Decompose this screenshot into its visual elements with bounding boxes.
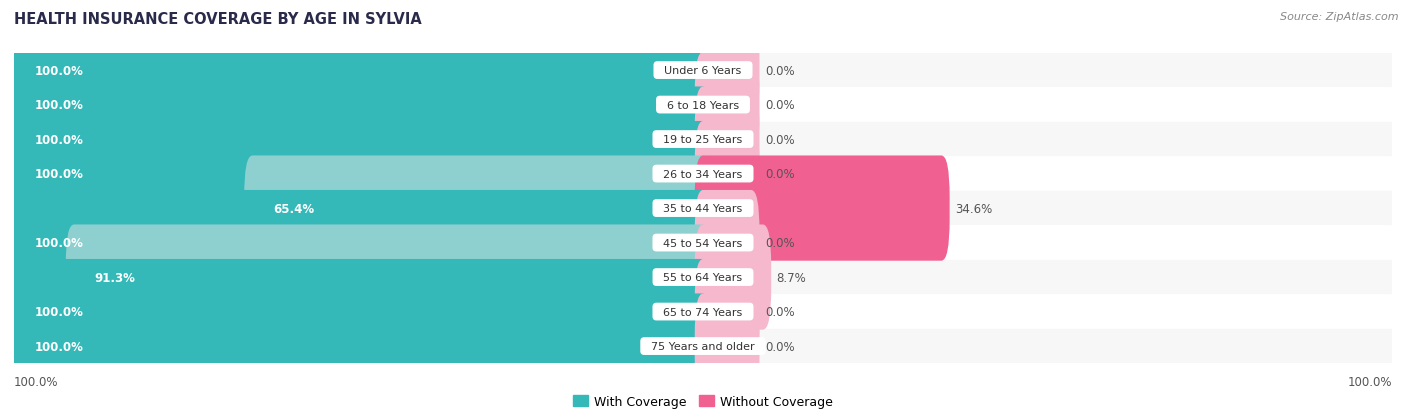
Text: 0.0%: 0.0% <box>765 99 794 112</box>
FancyBboxPatch shape <box>6 294 711 399</box>
Text: 6 to 18 Years: 6 to 18 Years <box>659 100 747 110</box>
Text: 0.0%: 0.0% <box>765 168 794 180</box>
Text: 0.0%: 0.0% <box>765 340 794 353</box>
Text: 0.0%: 0.0% <box>765 305 794 318</box>
Text: 100.0%: 100.0% <box>35 64 83 77</box>
Text: Under 6 Years: Under 6 Years <box>658 66 748 76</box>
Text: 8.7%: 8.7% <box>776 271 807 284</box>
Text: 100.0%: 100.0% <box>1347 375 1392 389</box>
Text: 100.0%: 100.0% <box>35 340 83 353</box>
FancyBboxPatch shape <box>14 123 1392 157</box>
FancyBboxPatch shape <box>695 156 949 261</box>
FancyBboxPatch shape <box>245 156 711 261</box>
FancyBboxPatch shape <box>6 19 711 123</box>
Text: 34.6%: 34.6% <box>955 202 993 215</box>
Text: HEALTH INSURANCE COVERAGE BY AGE IN SYLVIA: HEALTH INSURANCE COVERAGE BY AGE IN SYLV… <box>14 12 422 27</box>
FancyBboxPatch shape <box>6 190 711 295</box>
Text: 100.0%: 100.0% <box>35 133 83 146</box>
Text: 26 to 34 Years: 26 to 34 Years <box>657 169 749 179</box>
Text: 100.0%: 100.0% <box>35 168 83 180</box>
FancyBboxPatch shape <box>14 226 1392 260</box>
FancyBboxPatch shape <box>14 54 1392 88</box>
FancyBboxPatch shape <box>14 260 1392 294</box>
Text: 55 to 64 Years: 55 to 64 Years <box>657 273 749 282</box>
Text: 0.0%: 0.0% <box>765 133 794 146</box>
FancyBboxPatch shape <box>6 53 711 158</box>
Text: 91.3%: 91.3% <box>94 271 135 284</box>
FancyBboxPatch shape <box>14 329 1392 363</box>
Text: 65 to 74 Years: 65 to 74 Years <box>657 307 749 317</box>
FancyBboxPatch shape <box>14 191 1392 226</box>
Text: 35 to 44 Years: 35 to 44 Years <box>657 204 749 214</box>
FancyBboxPatch shape <box>14 294 1392 329</box>
Legend: With Coverage, Without Coverage: With Coverage, Without Coverage <box>568 390 838 413</box>
Text: 100.0%: 100.0% <box>35 305 83 318</box>
FancyBboxPatch shape <box>695 87 759 192</box>
FancyBboxPatch shape <box>14 88 1392 123</box>
Text: 0.0%: 0.0% <box>765 237 794 249</box>
FancyBboxPatch shape <box>6 87 711 192</box>
FancyBboxPatch shape <box>695 190 759 295</box>
Text: 75 Years and older: 75 Years and older <box>644 341 762 351</box>
Text: 100.0%: 100.0% <box>35 99 83 112</box>
FancyBboxPatch shape <box>6 259 711 364</box>
Text: 45 to 54 Years: 45 to 54 Years <box>657 238 749 248</box>
FancyBboxPatch shape <box>6 122 711 227</box>
FancyBboxPatch shape <box>695 19 759 123</box>
FancyBboxPatch shape <box>695 259 759 364</box>
FancyBboxPatch shape <box>14 157 1392 191</box>
FancyBboxPatch shape <box>695 294 759 399</box>
FancyBboxPatch shape <box>695 53 759 158</box>
Text: 19 to 25 Years: 19 to 25 Years <box>657 135 749 145</box>
Text: 100.0%: 100.0% <box>14 375 59 389</box>
FancyBboxPatch shape <box>695 122 759 227</box>
Text: 100.0%: 100.0% <box>35 237 83 249</box>
Text: 65.4%: 65.4% <box>273 202 314 215</box>
Text: Source: ZipAtlas.com: Source: ZipAtlas.com <box>1281 12 1399 22</box>
FancyBboxPatch shape <box>695 225 772 330</box>
FancyBboxPatch shape <box>66 225 711 330</box>
Text: 0.0%: 0.0% <box>765 64 794 77</box>
